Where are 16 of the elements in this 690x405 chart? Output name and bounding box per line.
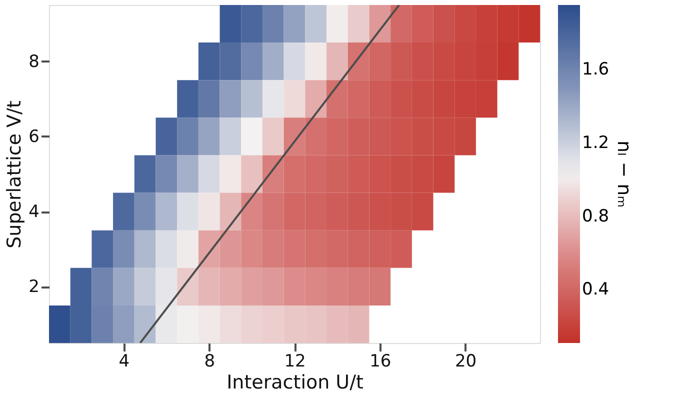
x-tick-label: 16 xyxy=(370,352,392,372)
x-axis-title: Interaction U/t xyxy=(226,372,364,394)
x-tick-label: 12 xyxy=(284,352,306,372)
x-tick-label: 8 xyxy=(204,352,216,372)
y-tick-label: 8 xyxy=(28,52,40,72)
y-axis-title: Superlattice V/t xyxy=(4,100,26,248)
color-bar-label: 0.4 xyxy=(582,280,610,300)
y-tick-label: 4 xyxy=(28,202,40,222)
y-tick-label: 2 xyxy=(28,277,40,298)
y-tick-label: 6 xyxy=(28,126,40,147)
color-bar-label: 1.6 xyxy=(582,59,610,80)
color-bar-title: nₗ − nₘ xyxy=(613,140,635,208)
color-bar-label: 0.8 xyxy=(582,206,610,226)
x-tick-label: 4 xyxy=(118,352,130,372)
color-bar-label: 1.2 xyxy=(582,132,610,153)
x-tick-label: 20 xyxy=(454,352,477,372)
